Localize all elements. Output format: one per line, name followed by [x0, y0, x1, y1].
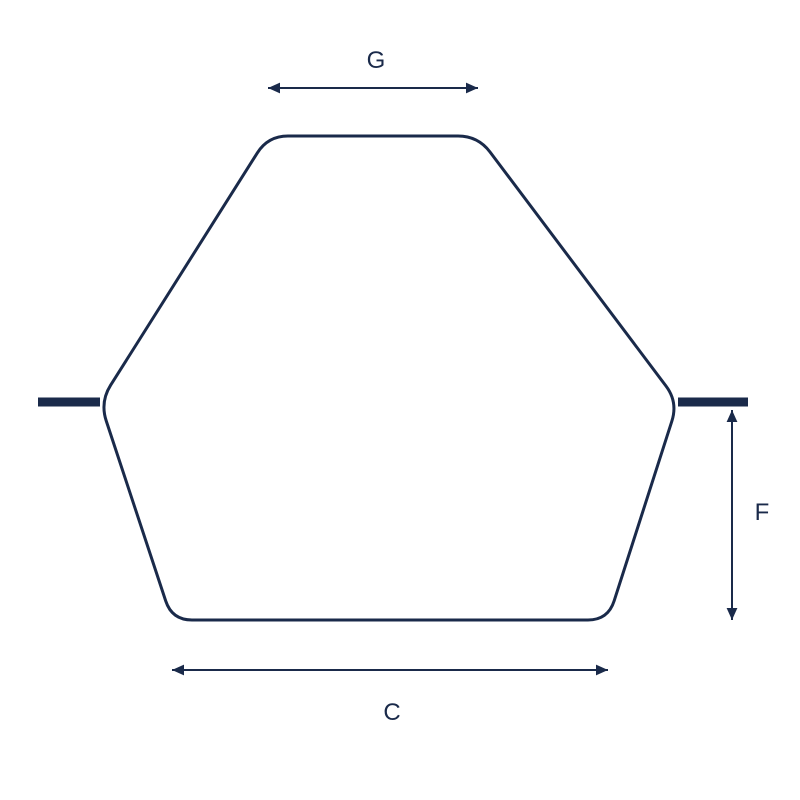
dimension-c-label: C [383, 699, 400, 726]
dimension-f-label: F [755, 499, 770, 526]
profile-outline [104, 136, 674, 620]
dimension-f: F [727, 410, 770, 620]
dimension-g: G [268, 47, 478, 93]
dimension-c: C [172, 665, 608, 726]
dimension-g-label: G [367, 47, 386, 74]
